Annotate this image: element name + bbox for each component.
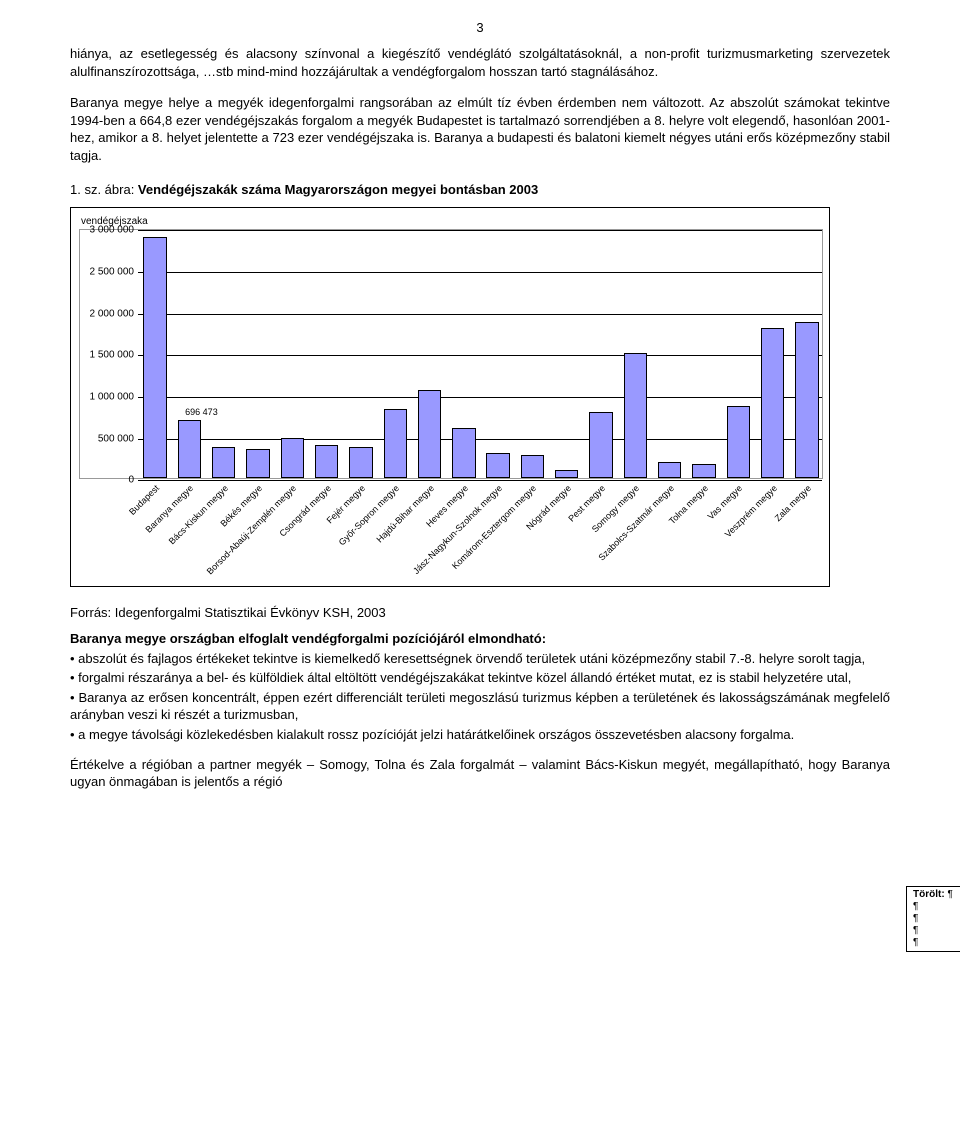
bar — [212, 447, 235, 479]
deleted-callout-1: Törölt: ¶ ¶ ¶ ¶ ¶ — [906, 886, 960, 952]
bar — [178, 420, 201, 478]
bullet-3: • Baranya az erősen koncentrált, éppen e… — [70, 689, 890, 724]
paragraph-2: Baranya megye helye a megyék idegenforga… — [70, 94, 890, 164]
bar — [281, 438, 304, 478]
x-tick-label: Budapest — [127, 483, 161, 517]
bar — [692, 464, 715, 478]
bar — [589, 412, 612, 479]
bar — [795, 322, 818, 479]
bar — [246, 449, 269, 478]
y-tick-label: 1 000 000 — [84, 391, 134, 402]
deleted-mark-1: ¶ — [947, 889, 952, 900]
bar — [315, 445, 338, 478]
bar — [418, 390, 441, 478]
bottom-heading: Baranya megye országban elfoglalt vendég… — [70, 630, 890, 648]
chart-container: vendégéjszaka 0 500 000 1 000 000 1 500 000… — [70, 207, 830, 587]
bar — [555, 470, 578, 478]
y-tick-label: 3 000 000 — [84, 225, 134, 236]
x-axis-labels: BudapestBaranya megyeBács-Kiskun megyeBé… — [137, 479, 823, 579]
grid-line — [138, 230, 822, 231]
figure-prefix: 1. sz. ábra: — [70, 182, 138, 197]
grid-line — [138, 314, 822, 315]
y-tick-label: 2 500 000 — [84, 266, 134, 277]
x-tick-label: Bács-Kiskun megye — [167, 483, 230, 546]
y-tick-label: 500 000 — [84, 433, 134, 444]
bar — [727, 406, 750, 479]
grid-line — [138, 355, 822, 356]
bottom-heading-text: Baranya megye országban elfoglalt vendég… — [70, 631, 546, 646]
bar — [384, 409, 407, 478]
grid-line — [138, 272, 822, 273]
grid-line — [138, 397, 822, 398]
figure-label: 1. sz. ábra: Vendégéjszakák száma Magyar… — [70, 182, 890, 197]
y-tick-label: 1 500 000 — [84, 350, 134, 361]
bar — [761, 328, 784, 478]
plot-area: 0500 0001 000 0001 500 0002 000 0002 500… — [79, 229, 823, 479]
grid-line — [138, 439, 822, 440]
bar — [349, 447, 372, 479]
bar — [521, 455, 544, 478]
y-tick-label: 0 — [84, 475, 134, 486]
bar — [452, 428, 475, 478]
bar — [624, 353, 647, 478]
bullet-1: • abszolút és fajlagos értékeket tekintv… — [70, 650, 890, 668]
bar-value-label: 696 473 — [185, 407, 218, 417]
figure-title: Vendégéjszakák száma Magyarországon megy… — [138, 182, 538, 197]
y-axis-title: vendégéjszaka — [81, 216, 823, 227]
y-tick-label: 2 000 000 — [84, 308, 134, 319]
deleted-label-1: Törölt: — [913, 889, 945, 900]
bar — [143, 237, 166, 479]
final-paragraph: Értékelve a régióban a partner megyék – … — [70, 756, 890, 791]
bar — [486, 453, 509, 478]
bar — [658, 462, 681, 479]
source-line: Forrás: Idegenforgalmi Statisztikai Évkö… — [70, 605, 890, 620]
paragraph-1: hiánya, az esetlegesség és alacsony szín… — [70, 45, 890, 80]
bullet-2: • forgalmi részaránya a bel- és külföldi… — [70, 669, 890, 687]
deleted-multi: ¶ ¶ ¶ ¶ — [913, 901, 955, 949]
page-number: 3 — [70, 20, 890, 35]
x-tick-label: Győr-Sopron megye — [337, 483, 401, 547]
bullet-4: • a megye távolsági közlekedésben kialak… — [70, 726, 890, 744]
